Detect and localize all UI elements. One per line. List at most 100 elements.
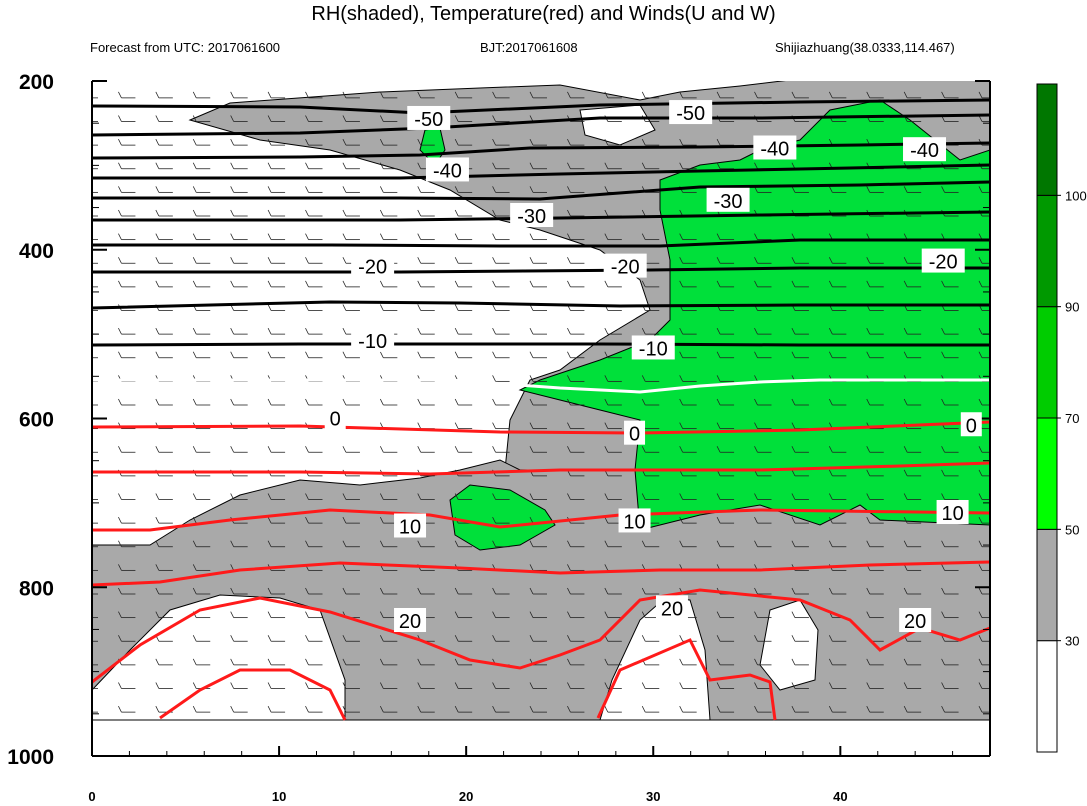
wind-barb-flag bbox=[903, 705, 908, 713]
y-tick-label: 600 bbox=[19, 409, 54, 432]
wind-barb-flag bbox=[305, 682, 309, 689]
wind-barb-flag bbox=[305, 257, 309, 264]
wind-barb-flag bbox=[567, 422, 571, 429]
wind-barb-flag bbox=[604, 564, 609, 571]
wind-barb-flag bbox=[716, 446, 721, 453]
wind-barb-flag bbox=[342, 280, 347, 288]
wind-barb-flag bbox=[342, 635, 347, 642]
wind-barb-flag bbox=[81, 139, 84, 145]
wind-barb-flag bbox=[118, 635, 122, 642]
contour-label: -40 bbox=[760, 139, 789, 161]
wind-barb-flag bbox=[81, 375, 84, 381]
colorbar-segment bbox=[1036, 640, 1058, 753]
wind-barb-flag bbox=[230, 115, 235, 122]
wind-barb-flag bbox=[342, 682, 347, 689]
wind-barb-flag bbox=[454, 138, 459, 146]
wind-barb-flag bbox=[417, 162, 422, 169]
wind-barb-flag bbox=[716, 705, 721, 713]
contour-plus30b bbox=[596, 638, 777, 721]
wind-barb-flag bbox=[978, 682, 983, 689]
wind-barb-flag bbox=[529, 162, 534, 169]
wind-barb-flag bbox=[866, 516, 871, 524]
wind-barb-flag bbox=[417, 233, 422, 240]
wind-barb-flag bbox=[529, 280, 534, 288]
wind-barb-flag bbox=[641, 91, 646, 99]
wind-barb-flag bbox=[828, 446, 833, 453]
contour-label: -10 bbox=[639, 338, 668, 360]
wind-barb-flag bbox=[567, 564, 571, 571]
wind-barb-flag bbox=[828, 91, 833, 99]
wind-barb-flag bbox=[567, 658, 571, 666]
wind-barb-flag bbox=[791, 540, 796, 547]
wind-barb-flag bbox=[716, 516, 721, 524]
wind-barb-flag bbox=[978, 587, 983, 595]
wind-barb-flag bbox=[754, 611, 758, 618]
wind-barb-flag bbox=[978, 564, 983, 571]
wind-barb-flag bbox=[305, 327, 309, 335]
wind-barb-flag bbox=[230, 493, 235, 500]
wind-barb-flag bbox=[230, 705, 235, 713]
wind-barb-flag bbox=[903, 658, 908, 666]
wind-barb-flag bbox=[903, 493, 908, 500]
wind-barb-flag bbox=[679, 351, 684, 358]
wind-barb-flag bbox=[679, 446, 684, 453]
wind-barb-flag bbox=[305, 115, 309, 122]
wind-barb-flag bbox=[791, 327, 796, 335]
wind-barb-flag bbox=[828, 493, 833, 500]
wind-barb-flag bbox=[342, 327, 347, 335]
contour-label: -20 bbox=[929, 252, 958, 274]
wind-barb-flag bbox=[230, 540, 235, 547]
contour-label: -50 bbox=[676, 103, 705, 125]
wind-barb-flag bbox=[866, 446, 871, 453]
wind-barb-flag bbox=[454, 327, 459, 335]
wind-barb-flag bbox=[529, 422, 534, 429]
wind-barb-flag bbox=[679, 422, 684, 429]
wind-barb-flag bbox=[941, 658, 945, 666]
wind-barb-flag bbox=[567, 233, 571, 240]
wind-barb-flag bbox=[155, 162, 160, 169]
x-tick-label: 40 bbox=[833, 789, 847, 804]
contour-minus20b bbox=[92, 266, 990, 274]
contour-label-bg bbox=[624, 420, 646, 445]
wind-barb-flag bbox=[192, 493, 197, 500]
wind-barb-flag bbox=[192, 186, 197, 193]
wind-barb-flag bbox=[828, 257, 833, 264]
contour-label: 20 bbox=[904, 611, 926, 633]
wind-barb-flag bbox=[641, 162, 646, 169]
wind-barb-flag bbox=[417, 280, 422, 288]
x-tick-label: 0 bbox=[88, 789, 95, 804]
colorbar: 30 50 70 90 100 bbox=[1036, 83, 1087, 753]
wind-barb-flag bbox=[118, 162, 122, 169]
wind-barb-flag bbox=[791, 233, 796, 240]
wind-barb-flag bbox=[155, 138, 160, 146]
wind-barb-flag bbox=[941, 611, 945, 618]
wind-barb-flag bbox=[754, 635, 758, 642]
wind-barb-flag bbox=[230, 611, 235, 618]
wind-barb-flag bbox=[679, 516, 684, 524]
wind-barb-flag bbox=[828, 398, 833, 406]
wind-barb-flag bbox=[716, 493, 721, 500]
wind-barb-flag bbox=[754, 446, 758, 453]
wind-barb-flag bbox=[604, 138, 609, 146]
wind-barb-flag bbox=[417, 209, 422, 217]
wind-barb-flag bbox=[267, 587, 272, 595]
wind-barb-flag bbox=[417, 493, 422, 500]
wind-barb-flag bbox=[529, 138, 534, 146]
contour-label-bg bbox=[407, 105, 451, 130]
wind-barb-flag bbox=[81, 494, 84, 500]
wind-barb-flag bbox=[305, 91, 309, 99]
wind-barb-flag bbox=[454, 351, 459, 358]
bjt-string: BJT:2017061608 bbox=[480, 40, 578, 55]
wind-barb-flag bbox=[492, 162, 496, 169]
wind-barb-flag bbox=[903, 327, 908, 335]
wind-barb-flag bbox=[567, 162, 571, 169]
wind-barb-flag bbox=[567, 351, 571, 358]
contour-label: 0 bbox=[966, 415, 977, 437]
wind-barb-flag bbox=[604, 587, 609, 595]
wind-barb-flag bbox=[978, 351, 983, 358]
wind-barb-flag bbox=[417, 705, 422, 713]
wind-barb-flag bbox=[379, 280, 384, 288]
wind-barb-flag bbox=[230, 280, 235, 288]
contour-label-bg bbox=[936, 500, 969, 524]
wind-barb-flag bbox=[305, 162, 309, 169]
